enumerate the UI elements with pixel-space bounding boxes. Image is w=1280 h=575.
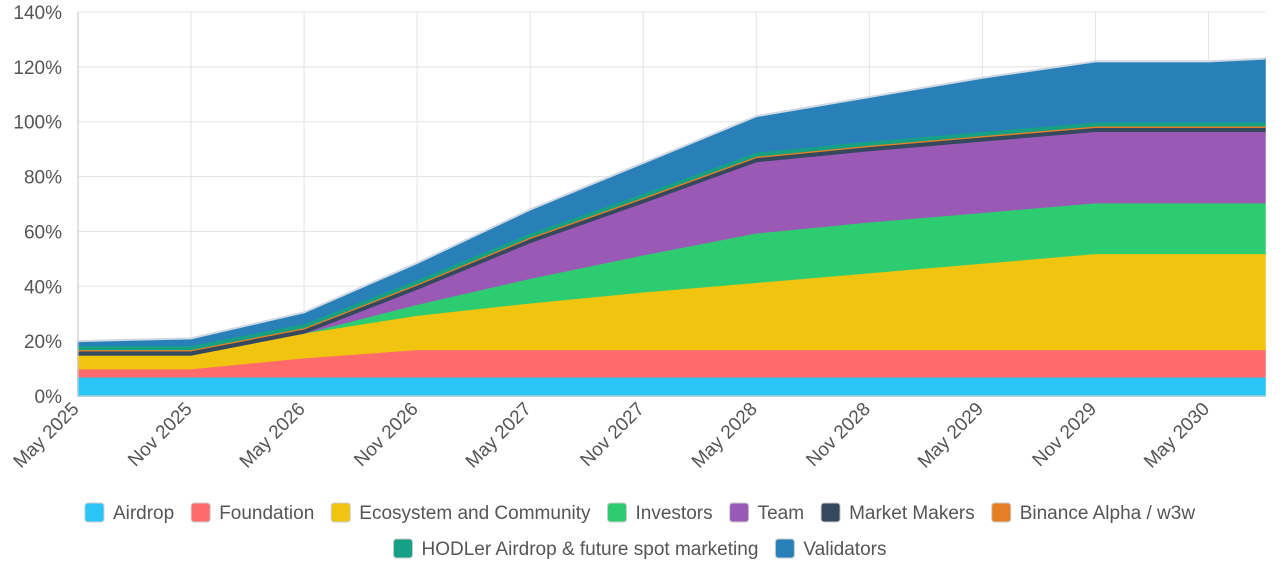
legend-label: Validators [803,539,886,560]
legend-label: Binance Alpha / w3w [1020,503,1196,524]
legend-label: Team [758,503,804,524]
x-tick-label: May 2028 [688,399,762,473]
legend-swatch [330,502,351,523]
x-tick-label: May 2025 [10,399,84,473]
y-tick-label: 100% [13,113,62,134]
x-tick-label: Nov 2028 [803,399,875,471]
legend-label: Ecosystem and Community [359,503,591,524]
legend-swatch [991,502,1012,523]
legend[interactable]: Airdrop Foundation Ecosystem and Community… [84,502,1196,560]
x-tick-label: May 2026 [236,399,310,473]
legend-label: Market Makers [849,503,975,524]
x-tick-label: May 2027 [462,399,536,473]
legend-item-airdrop[interactable]: Airdrop [84,502,174,524]
legend-swatch [393,538,414,559]
legend-item-team[interactable]: Team [729,502,804,524]
y-tick-label: 140% [13,3,62,24]
y-tick-label: 0% [35,387,63,408]
area-series-airdrop [77,376,1266,397]
legend-item-ecosystem-and-community[interactable]: Ecosystem and Community [330,502,591,524]
legend-label: Airdrop [113,503,174,524]
x-tick-label: Nov 2025 [124,399,196,471]
legend-item-hodler-airdrop-future-spot-marketing[interactable]: HODLer Airdrop & future spot marketing [393,538,759,560]
y-tick-label: 120% [13,58,62,79]
legend-swatch [190,502,211,523]
legend-label: Foundation [219,503,314,524]
legend-swatch [729,502,750,523]
y-tick-label: 40% [24,277,62,298]
legend-item-market-makers[interactable]: Market Makers [820,502,975,524]
x-tick-label: May 2029 [914,399,988,473]
y-tick-label: 60% [24,222,62,243]
area-layer [77,57,1266,397]
x-tick-label: Nov 2027 [576,399,648,471]
y-tick-label: 80% [24,168,62,189]
x-tick-label: Nov 2029 [1029,399,1101,471]
legend-item-foundation[interactable]: Foundation [190,502,314,524]
legend-label: Investors [636,503,713,524]
legend-item-investors[interactable]: Investors [607,502,713,524]
legend-swatch [607,502,628,523]
legend-swatch [820,502,841,523]
legend-item-binance-alpha-w3w[interactable]: Binance Alpha / w3w [991,502,1196,524]
y-tick-label: 20% [24,332,62,353]
legend-swatch [774,538,795,559]
legend-label: HODLer Airdrop & future spot marketing [422,539,759,560]
x-tick-label: May 2030 [1140,399,1214,473]
legend-item-validators[interactable]: Validators [774,538,886,560]
x-tick-label: Nov 2026 [350,399,422,471]
legend-swatch [84,502,105,523]
stack-top-outline [77,57,1266,343]
